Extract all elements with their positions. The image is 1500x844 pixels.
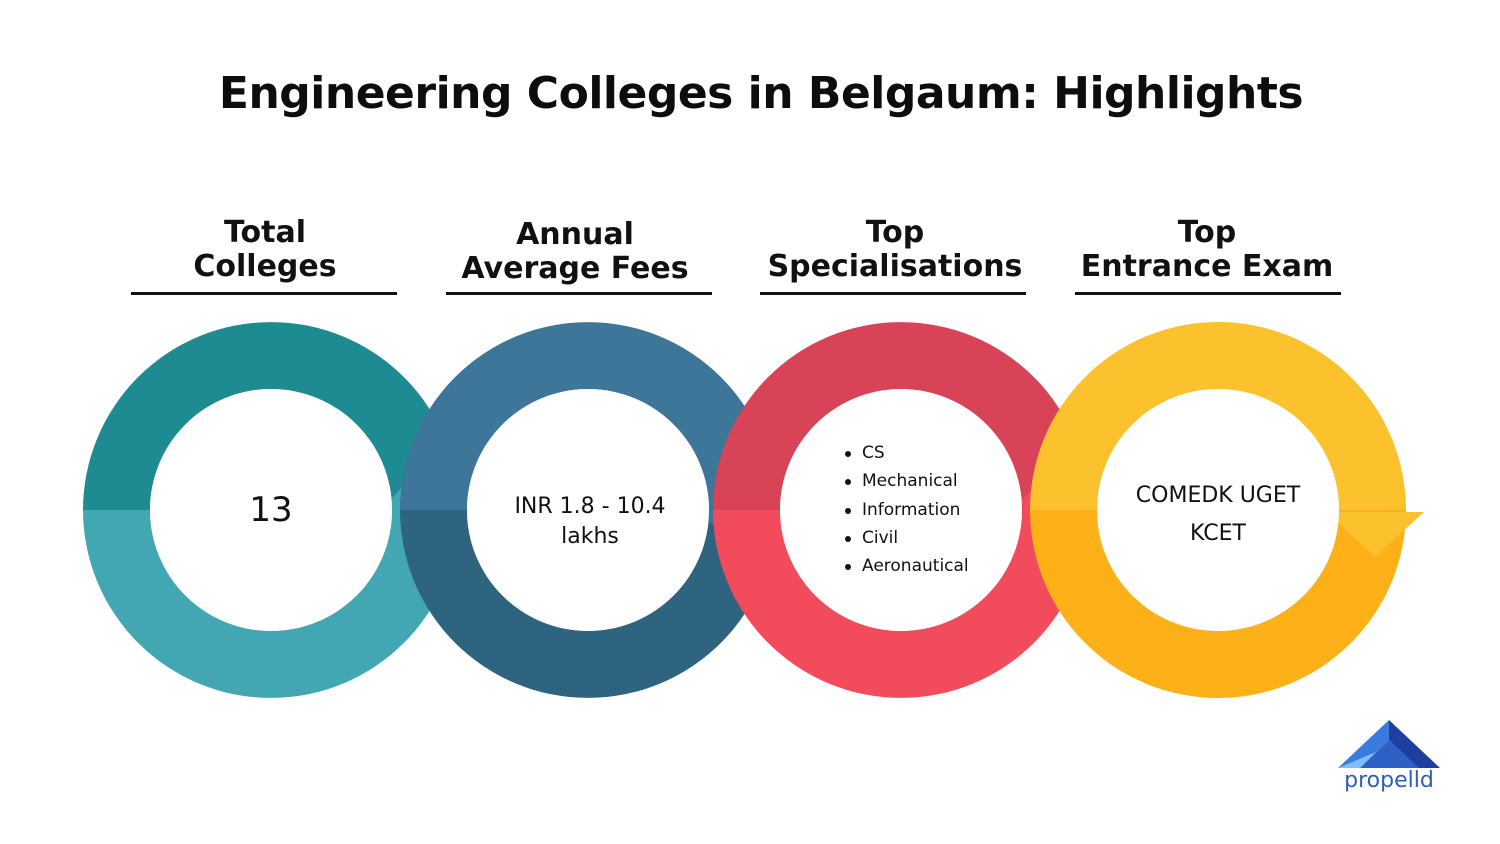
ring-center [780,389,1022,631]
ring-bottom-half [1030,510,1406,698]
heading-line: Top [865,215,925,250]
heading-total-colleges: Total Colleges [132,216,398,284]
ring-bottom-half [83,510,459,698]
heading-line: Top [1177,215,1237,250]
heading-line: Entrance Exam [1080,249,1334,284]
heading-annual-fees: Annual Average Fees [442,218,708,286]
entrance-exam-value: COMEDK UGET KCET [1098,477,1338,553]
exam-line: COMEDK UGET [1135,483,1301,508]
ring-bottom-half [400,510,776,698]
annual-fees-value: INR 1.8 - 10.4 lakhs [480,492,700,552]
heading-line: Annual [516,217,634,252]
ring-bottom-half [713,510,1089,698]
specialisation-item: Information [843,496,969,524]
heading-underline [1075,292,1341,295]
specialisation-item: Civil [843,524,969,552]
specialisations-list: CS Mechanical Information Civil Aeronautical [843,439,969,580]
heading-top-entrance-exam: Top Entrance Exam [1074,216,1340,284]
ring-top-half [83,322,459,510]
ring-center [150,389,392,631]
heading-line: Average Fees [461,251,689,286]
ring-top-half [1030,322,1406,510]
heading-line: Colleges [193,249,337,284]
heading-underline [131,292,397,295]
exam-line: KCET [1190,521,1246,546]
brand-name: propelld [1344,768,1434,793]
ring-yellow [1030,322,1424,698]
specialisation-item: CS [843,439,969,467]
heading-top-specialisations: Top Specialisations [762,216,1028,284]
heading-line: Total [224,215,306,250]
ring-top-half [713,322,1089,510]
heading-line: Specialisations [767,249,1023,284]
specialisation-item: Mechanical [843,467,969,495]
ring-center [467,389,709,631]
ring-center [1097,389,1339,631]
mountain-logo-icon [1338,720,1440,768]
specialisation-item: Aeronautical [843,552,969,580]
ring-top-half [400,322,776,510]
fees-line: INR 1.8 - 10.4 [514,494,666,519]
heading-underline [446,292,712,295]
total-colleges-value: 13 [249,490,293,530]
page-title: Engineering Colleges in Belgaum: Highlig… [218,68,1304,119]
arrow-down-head [1326,512,1424,557]
fees-line: lakhs [561,524,619,549]
heading-underline [760,292,1026,295]
